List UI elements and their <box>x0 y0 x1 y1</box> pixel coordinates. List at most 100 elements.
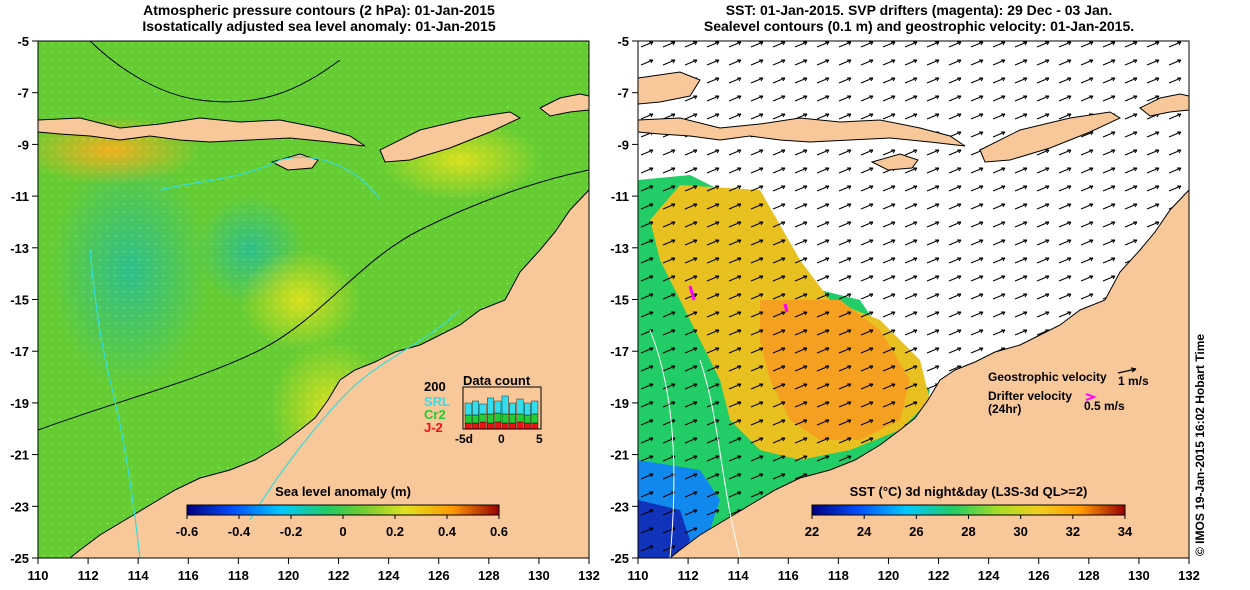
colorbar-tick-label: 22 <box>805 524 819 539</box>
x-tick-label: 122 <box>328 568 350 583</box>
x-tick-label: 120 <box>878 568 900 583</box>
right-island-chain <box>638 117 966 147</box>
y-tick-label: -9 <box>617 137 629 152</box>
pressure-contour-1 <box>89 41 341 103</box>
x-tick-label: 122 <box>928 568 950 583</box>
y-tick-label: -19 <box>610 396 629 411</box>
y-tick-label: -17 <box>10 344 29 359</box>
drifter-period-label: (24hr) <box>988 402 1021 416</box>
data-count-bar <box>472 414 479 424</box>
sst-colorbar <box>811 504 1126 516</box>
colorbar-tick-label: 24 <box>857 524 872 539</box>
data-count-bar <box>501 422 509 430</box>
data-count-bar <box>464 422 472 430</box>
sealevel-contour-2 <box>649 329 675 558</box>
right-island-ne <box>1139 93 1189 117</box>
data-count-bar <box>524 414 531 424</box>
y-tick-label: -23 <box>10 499 29 514</box>
geostrophic-scale: 1 m/s <box>1118 374 1149 388</box>
left-australia <box>69 189 589 558</box>
x-tick-label: 120 <box>278 568 300 583</box>
sla-colorbar-ticks: -0.6 -0.4 -0.2 0 0.2 0.4 0.6 <box>176 515 508 539</box>
left-title-line1: Atmospheric pressure contours (2 hPa): 0… <box>143 2 495 18</box>
left-island-chain <box>38 117 366 147</box>
bathymetry-line-3 <box>249 309 461 521</box>
drifter-scale-arrow <box>1085 393 1097 401</box>
x-tick-label: 112 <box>678 568 699 583</box>
drifter-velocity-label: Drifter velocity <box>988 389 1072 403</box>
bathymetry-line-2 <box>159 156 381 201</box>
x-tick-label: 114 <box>728 568 750 583</box>
colorbar-tick-label: 26 <box>909 524 923 539</box>
drifter-track-2 <box>783 303 789 313</box>
drifter-track-1 <box>688 285 696 301</box>
x-tick-label: 116 <box>778 568 799 583</box>
y-tick-label: -11 <box>11 189 29 204</box>
y-tick-label: -13 <box>610 241 629 256</box>
data-count-max: 200 <box>424 379 446 394</box>
data-count-bar <box>479 403 487 415</box>
sla-colorbar-title: Sea level anomaly (m) <box>275 484 411 499</box>
axis-ticks: 110 112 114 116 118 120 122 124 126 128 130 132 -5 -7… <box>10 34 1200 583</box>
legend-series-j2: J-2 <box>424 420 443 435</box>
x-tick-label: 130 <box>528 568 550 583</box>
colorbar-tick-label: 32 <box>1066 524 1080 539</box>
colorbar-tick-label: 0.4 <box>438 524 457 539</box>
data-count-bar <box>472 400 479 416</box>
right-title-line2: Sealevel contours (0.1 m) and geostrophi… <box>703 18 1135 34</box>
data-count-bar <box>494 412 502 423</box>
left-timor <box>379 111 522 163</box>
y-tick-label: -15 <box>10 293 29 308</box>
right-timor <box>979 111 1122 163</box>
colorbar-tick-label: 0 <box>339 524 346 539</box>
data-count-bar <box>509 402 516 415</box>
data-count-bar <box>494 400 502 414</box>
y-tick-label: -9 <box>17 137 29 152</box>
right-australia <box>669 189 1189 558</box>
data-count-bar <box>531 413 539 424</box>
data-count-bar <box>524 422 531 430</box>
left-title-line2: Isostatically adjusted sea level anomaly… <box>142 18 496 34</box>
y-tick-label: -21 <box>610 448 629 463</box>
x-tick-label: 118 <box>228 568 249 583</box>
x-tick-label: 128 <box>1078 568 1100 583</box>
data-count-bar <box>509 422 516 430</box>
y-tick-label: -7 <box>617 86 629 101</box>
right-title-line1: SST: 01-Jan-2015. SVP drifters (magenta)… <box>725 2 1113 18</box>
x-tick-label: 110 <box>628 568 649 583</box>
sst-colorbar-ticks: 22 24 26 28 30 32 34 <box>805 515 1133 539</box>
right-sumba <box>870 153 919 171</box>
geostrophic-velocity-label: Geostrophic velocity <box>988 370 1107 384</box>
x-tick-label: 130 <box>1128 568 1150 583</box>
colorbar-tick-label: 28 <box>961 524 975 539</box>
data-count-bar <box>487 397 494 415</box>
data-count-bar <box>516 421 524 430</box>
x-tick-label: 132 <box>1178 568 1200 583</box>
x-tick-label: 124 <box>378 568 400 583</box>
bathymetry-line-1 <box>89 249 141 558</box>
legend-axis-tick-mid: 0 <box>498 432 505 446</box>
data-count-bar <box>524 402 531 416</box>
sla-colorbar <box>186 504 500 516</box>
colorbar-tick-label: 0.2 <box>386 524 404 539</box>
pressure-contour-2 <box>38 169 589 431</box>
data-count-bar <box>487 413 494 424</box>
x-tick-label: 110 <box>28 568 49 583</box>
left-island-ne <box>539 93 589 117</box>
data-count-bar <box>501 395 509 415</box>
legend-series-cr2: Cr2 <box>424 407 446 422</box>
legend-series-srl: SRL <box>424 394 450 409</box>
data-count-bar <box>531 422 539 430</box>
data-count-bar <box>464 414 472 424</box>
colorbar-tick-label: 34 <box>1118 524 1133 539</box>
y-tick-label: -23 <box>610 499 629 514</box>
x-tick-label: 112 <box>78 568 99 583</box>
colorbar-tick-label: 30 <box>1013 524 1027 539</box>
data-count-bar <box>531 400 539 415</box>
x-tick-label: 116 <box>178 568 199 583</box>
sst-colorbar-title: SST (°C) 3d night&day (L3S-3d QL>=2) <box>849 484 1088 499</box>
drifter-scale: 0.5 m/s <box>1084 399 1125 413</box>
data-count-bar <box>501 413 509 424</box>
colorbar-tick-label: -0.2 <box>280 524 302 539</box>
